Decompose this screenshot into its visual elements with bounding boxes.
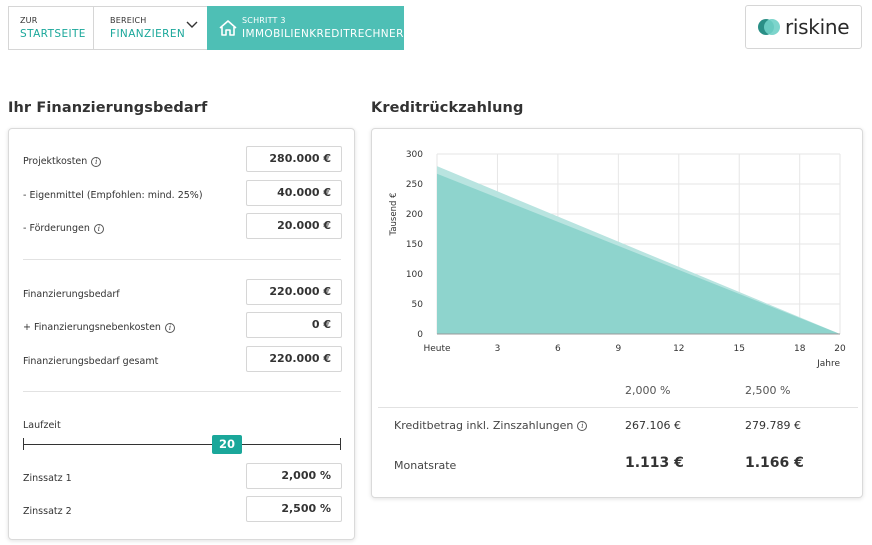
kreditbetrag-rate-2: 279.789 € — [745, 419, 801, 432]
nebenkosten-input[interactable]: 0 € — [246, 312, 342, 338]
column-head-rate-2: 2,500 % — [745, 384, 791, 397]
x-tick-label: 20 — [834, 344, 846, 354]
eigenmittel-input[interactable]: 40.000 € — [246, 180, 342, 206]
section-title-financing: Ihr Finanzierungsbedarf — [8, 100, 208, 116]
x-axis-label: Jahre — [816, 359, 840, 369]
breadcrumb-area-small: BEREICH — [110, 16, 147, 25]
zinssatz-2-input[interactable]: 2,500 % — [246, 496, 342, 522]
repayment-chart: 0 50 100 150 200 250 300 Heute 3 6 9 12 15 18 20 Tausen… — [389, 150, 846, 369]
divider — [378, 407, 858, 408]
label-projektkosten: Projektkosten i — [23, 156, 102, 167]
label-projektkosten-text: Projektkosten — [23, 156, 88, 167]
breadcrumb-step-current[interactable]: SCHRITT 3 IMMOBILIENKREDITRECHNER — [207, 6, 404, 50]
logo-wordmark: riskine — [785, 15, 850, 39]
divider — [23, 391, 341, 392]
foerderungen-input[interactable]: 20.000 € — [246, 213, 342, 239]
label-kreditbetrag: Kreditbetrag inkl. Zinszahlungen i — [394, 419, 588, 432]
y-tick-label: 100 — [406, 270, 423, 280]
monatsrate-rate-2: 1.166 € — [745, 455, 804, 471]
x-tick-label: 15 — [734, 344, 745, 354]
label-kreditbetrag-text: Kreditbetrag inkl. Zinszahlungen — [394, 419, 574, 432]
y-tick-label: 200 — [406, 210, 423, 220]
laufzeit-slider-handle[interactable]: 20 — [212, 435, 242, 454]
x-tick-label: 9 — [615, 344, 621, 354]
projektkosten-input[interactable]: 280.000 € — [246, 146, 342, 172]
column-head-rate-1: 2,000 % — [625, 384, 671, 397]
label-foerderungen: - Förderungen i — [23, 223, 104, 234]
logo-mark-icon — [758, 19, 780, 35]
label-finanzierungsbedarf: Finanzierungsbedarf — [23, 289, 120, 300]
y-tick-label: 50 — [412, 300, 424, 310]
repayment-card: 0 50 100 150 200 250 300 Heute 3 6 9 12 15 18 20 Tausen… — [371, 128, 863, 498]
financing-card: Projektkosten i 280.000 € - Eigenmittel (… — [8, 128, 355, 540]
label-laufzeit: Laufzeit — [23, 420, 61, 431]
y-axis-label: Tausend € — [389, 193, 399, 237]
label-nebenkosten: + Finanzierungsnebenkosten i — [23, 322, 175, 333]
section-title-repayment: Kreditrückzahlung — [371, 100, 524, 116]
label-zinssatz-2: Zinssatz 2 — [23, 506, 72, 517]
y-tick-label: 250 — [406, 180, 423, 190]
finanzierungsbedarf-value: 220.000 € — [246, 279, 342, 305]
breadcrumb-home-label: STARTSEITE — [20, 28, 86, 40]
y-tick-label: 150 — [406, 240, 423, 250]
breadcrumb-area-label: FINANZIEREN — [110, 28, 186, 40]
breadcrumb-home-small: ZUR — [20, 16, 38, 25]
x-tick-label: 6 — [555, 344, 561, 354]
breadcrumb-area-dropdown[interactable]: BEREICH FINANZIEREN — [93, 6, 208, 50]
slider-tick-start — [23, 438, 24, 450]
x-tick-label: 3 — [495, 344, 501, 354]
monatsrate-rate-1: 1.113 € — [625, 455, 684, 471]
x-tick-label: 18 — [794, 344, 806, 354]
label-bedarf-gesamt: Finanzierungsbedarf gesamt — [23, 356, 159, 367]
breadcrumb-home[interactable]: ZUR STARTSEITE — [8, 6, 94, 50]
y-tick-label: 300 — [406, 150, 423, 160]
x-tick-label: Heute — [423, 344, 451, 354]
breadcrumb-step-small: SCHRITT 3 — [242, 16, 286, 25]
kreditbetrag-rate-1: 267.106 € — [625, 419, 681, 432]
info-icon[interactable]: i — [164, 322, 175, 333]
slider-tick-end — [340, 438, 341, 450]
riskine-logo[interactable]: riskine — [745, 5, 862, 49]
x-tick-label: 12 — [673, 344, 684, 354]
house-icon — [219, 20, 237, 36]
bedarf-gesamt-value: 220.000 € — [246, 346, 342, 372]
chevron-down-icon — [186, 21, 198, 28]
divider — [23, 259, 341, 260]
label-eigenmittel: - Eigenmittel (Empfohlen: mind. 25%) — [23, 190, 203, 201]
zinssatz-1-input[interactable]: 2,000 % — [246, 463, 342, 489]
info-icon[interactable]: i — [91, 156, 102, 167]
breadcrumb-step-label: IMMOBILIENKREDITRECHNER — [242, 28, 404, 40]
info-icon[interactable]: i — [577, 420, 588, 431]
label-foerderungen-text: - Förderungen — [23, 223, 90, 234]
label-zinssatz-1: Zinssatz 1 — [23, 473, 72, 484]
label-monatsrate: Monatsrate — [394, 459, 457, 472]
label-nebenkosten-text: + Finanzierungsnebenkosten — [23, 322, 161, 333]
y-tick-label: 0 — [417, 330, 423, 340]
info-icon[interactable]: i — [93, 223, 104, 234]
laufzeit-slider-track[interactable] — [23, 444, 341, 445]
